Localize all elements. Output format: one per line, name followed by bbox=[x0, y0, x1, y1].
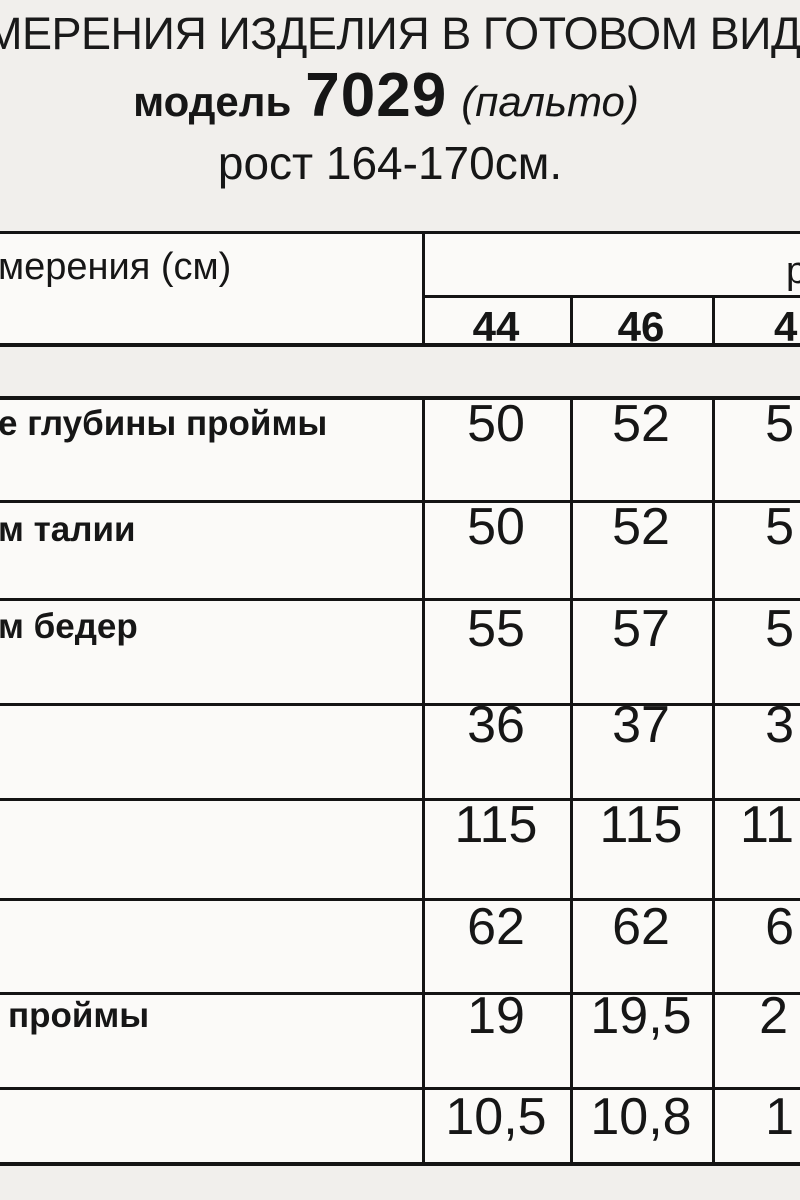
table-border bbox=[0, 598, 800, 601]
table-border bbox=[422, 396, 425, 1166]
cell-value: 11 bbox=[740, 796, 794, 854]
cell-value: 19,5 bbox=[590, 987, 692, 1045]
table-border bbox=[712, 396, 715, 1166]
height-line: рост 164-170см. bbox=[217, 137, 563, 189]
table-border bbox=[0, 798, 800, 801]
cell-value: 10,5 bbox=[445, 1088, 547, 1146]
table-border bbox=[0, 898, 800, 901]
row-label: е глубины проймы bbox=[0, 404, 328, 443]
size-header-46: 46 bbox=[617, 303, 665, 350]
model-number: 7029 bbox=[305, 61, 448, 130]
cell-value: 5 bbox=[765, 600, 794, 658]
size-header-44: 44 bbox=[472, 303, 520, 350]
cell-value: 5 bbox=[765, 395, 794, 453]
table-border bbox=[422, 231, 425, 347]
table-border bbox=[0, 343, 800, 347]
table-border bbox=[0, 500, 800, 503]
row-label: м бедер bbox=[0, 607, 138, 646]
row-label: м талии bbox=[0, 510, 136, 549]
table-border bbox=[0, 396, 800, 400]
model-line: модель 7029 (пальто) bbox=[0, 65, 786, 127]
size-header-48: 4 bbox=[774, 303, 798, 350]
cell-value: 36 bbox=[467, 696, 525, 754]
page-title: МЕРЕНИЯ ИЗДЕЛИЯ В ГОТОВОМ ВИД bbox=[0, 8, 800, 59]
cell-value: 62 bbox=[612, 898, 670, 956]
data-table-background bbox=[0, 400, 800, 1162]
cell-value: 5 bbox=[765, 498, 794, 556]
cell-value: 50 bbox=[467, 395, 525, 453]
cell-value: 19 bbox=[467, 987, 525, 1045]
cell-value: 3 bbox=[765, 696, 794, 754]
cell-value: 1 bbox=[765, 1088, 794, 1146]
table-border bbox=[570, 396, 573, 1166]
cell-value: 115 bbox=[454, 796, 538, 854]
cell-value: 6 bbox=[765, 898, 794, 956]
cell-value: 52 bbox=[612, 395, 670, 453]
table-border bbox=[0, 1162, 800, 1166]
cell-value: 37 bbox=[612, 696, 670, 754]
measure-column-header: мерения (см) bbox=[0, 246, 232, 288]
cell-value: 10,8 bbox=[590, 1088, 692, 1146]
cell-value: 52 bbox=[612, 498, 670, 556]
table-border bbox=[0, 231, 800, 234]
cell-value: 2 bbox=[759, 987, 788, 1045]
table-border bbox=[422, 295, 800, 298]
cell-value: 55 bbox=[467, 600, 525, 658]
row-label: проймы bbox=[8, 996, 150, 1035]
model-label: модель bbox=[133, 78, 292, 125]
table-border bbox=[0, 992, 800, 995]
cell-value: 57 bbox=[612, 600, 670, 658]
header-table-background bbox=[0, 234, 800, 343]
cell-value: 115 bbox=[599, 796, 683, 854]
table-border bbox=[0, 1087, 800, 1090]
size-group-header: р bbox=[786, 250, 800, 292]
model-type: (пальто) bbox=[461, 78, 639, 125]
cell-value: 50 bbox=[467, 498, 525, 556]
table-border bbox=[712, 295, 715, 347]
cell-value: 62 bbox=[467, 898, 525, 956]
table-border bbox=[570, 295, 573, 347]
table-border bbox=[0, 703, 800, 706]
